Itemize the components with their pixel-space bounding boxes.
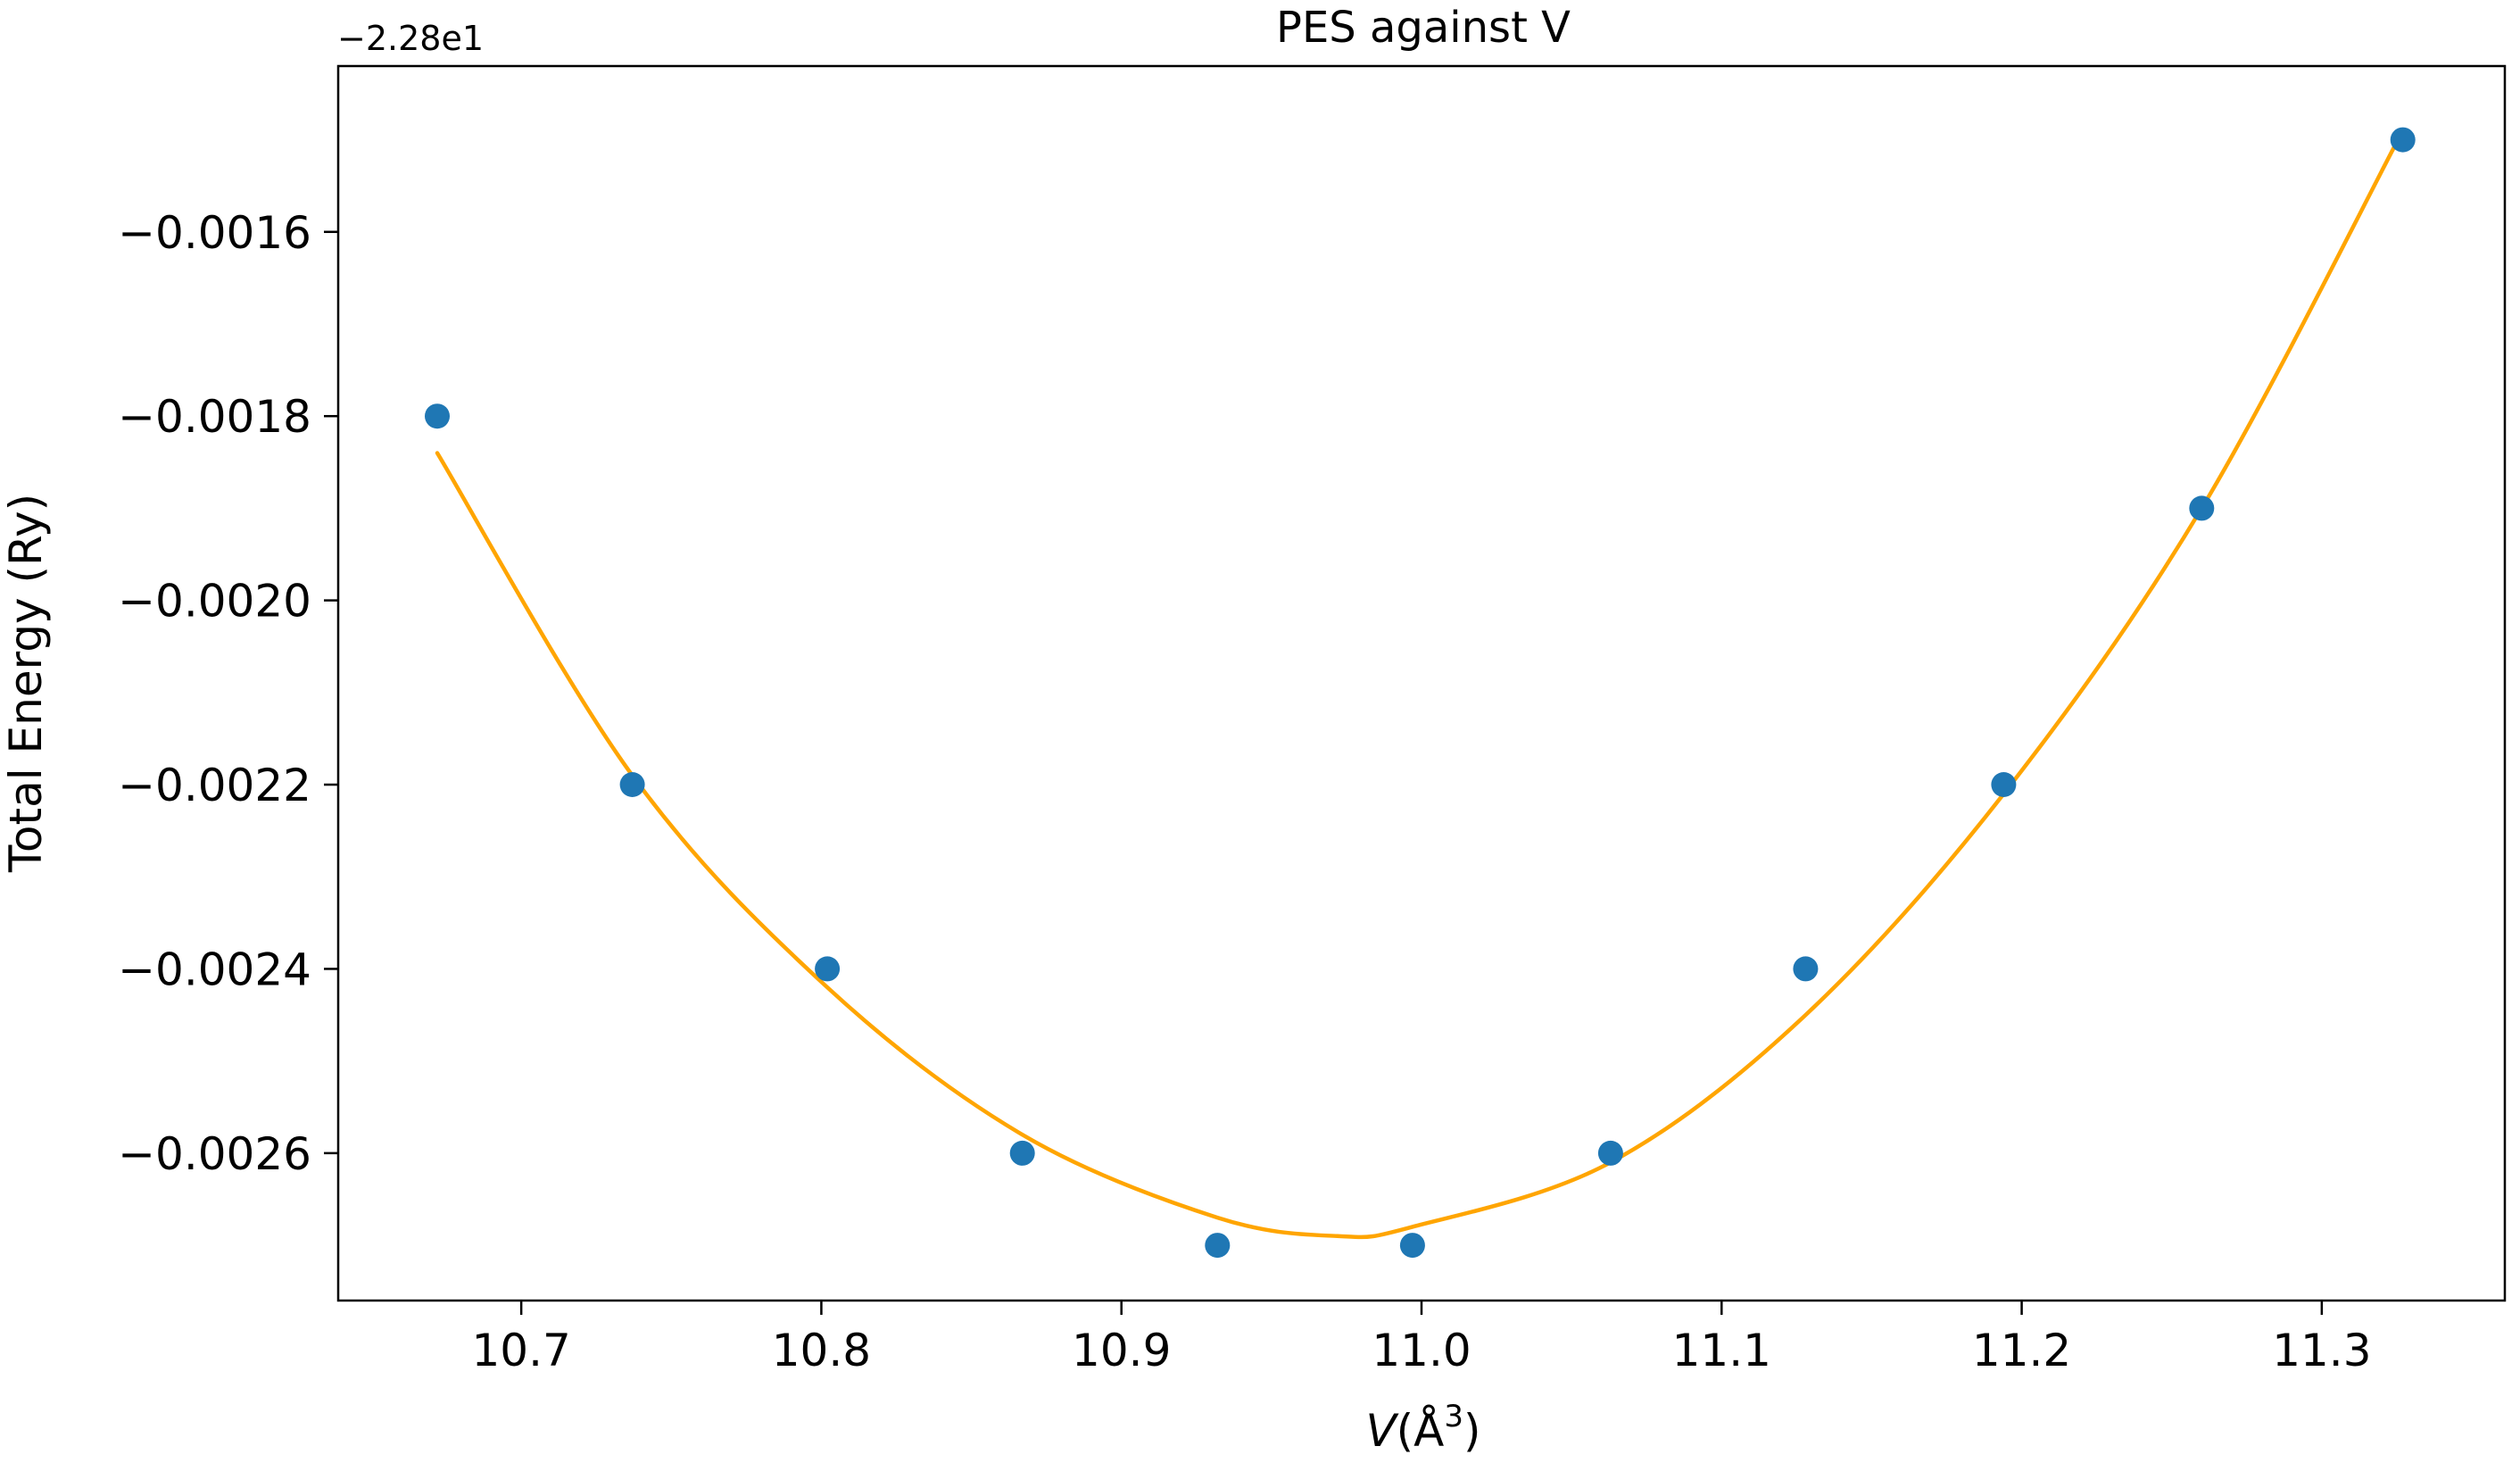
x-axis-label: V(Å3) bbox=[1365, 1399, 1480, 1457]
data-point bbox=[1597, 1140, 1623, 1166]
y-axis-ticks: −0.0016 −0.0018 −0.0020 −0.0022 −0.0024 −0.00… bbox=[118, 207, 338, 1180]
x-axis-label-exponent: 3 bbox=[1444, 1399, 1463, 1434]
data-point bbox=[425, 403, 450, 429]
x-axis-label-close: ) bbox=[1463, 1405, 1481, 1457]
y-axis-label: Total Energy (Ry) bbox=[0, 494, 52, 873]
y-tick-label: −0.0024 bbox=[118, 943, 311, 995]
data-point bbox=[2390, 127, 2416, 153]
x-axis-label-variable: V bbox=[1365, 1405, 1399, 1457]
data-point bbox=[2189, 495, 2215, 521]
x-tick-label: 11.0 bbox=[1372, 1325, 1471, 1376]
y-tick-label: −0.0020 bbox=[118, 576, 311, 628]
plot-area bbox=[425, 127, 2416, 1259]
x-tick-label: 11.2 bbox=[1972, 1325, 2071, 1376]
data-point bbox=[1205, 1233, 1231, 1259]
fit-curve-line bbox=[435, 128, 2405, 1240]
x-tick-label: 11.1 bbox=[1672, 1325, 1771, 1376]
x-tick-label: 11.3 bbox=[2272, 1325, 2371, 1376]
y-axis-offset-label: −2.28e1 bbox=[337, 19, 484, 58]
data-point bbox=[815, 956, 841, 982]
data-point bbox=[1009, 1140, 1035, 1166]
data-point bbox=[1991, 772, 2017, 797]
data-point bbox=[1793, 956, 1819, 982]
x-axis-label-unit: (Å bbox=[1397, 1405, 1445, 1457]
x-axis-ticks: 10.7 10.8 10.9 11.0 11.1 11.2 11.3 bbox=[471, 1301, 2372, 1376]
chart-title: PES against V bbox=[1276, 3, 1571, 53]
y-tick-label: −0.0026 bbox=[118, 1128, 311, 1180]
x-tick-label: 10.8 bbox=[772, 1325, 871, 1376]
x-tick-label: 10.9 bbox=[1072, 1325, 1171, 1376]
y-tick-label: −0.0018 bbox=[118, 391, 311, 443]
y-tick-label: −0.0016 bbox=[118, 207, 311, 259]
x-tick-label: 10.7 bbox=[471, 1325, 570, 1376]
data-point bbox=[619, 772, 645, 797]
data-point bbox=[1399, 1233, 1425, 1259]
y-tick-label: −0.0022 bbox=[118, 760, 311, 811]
